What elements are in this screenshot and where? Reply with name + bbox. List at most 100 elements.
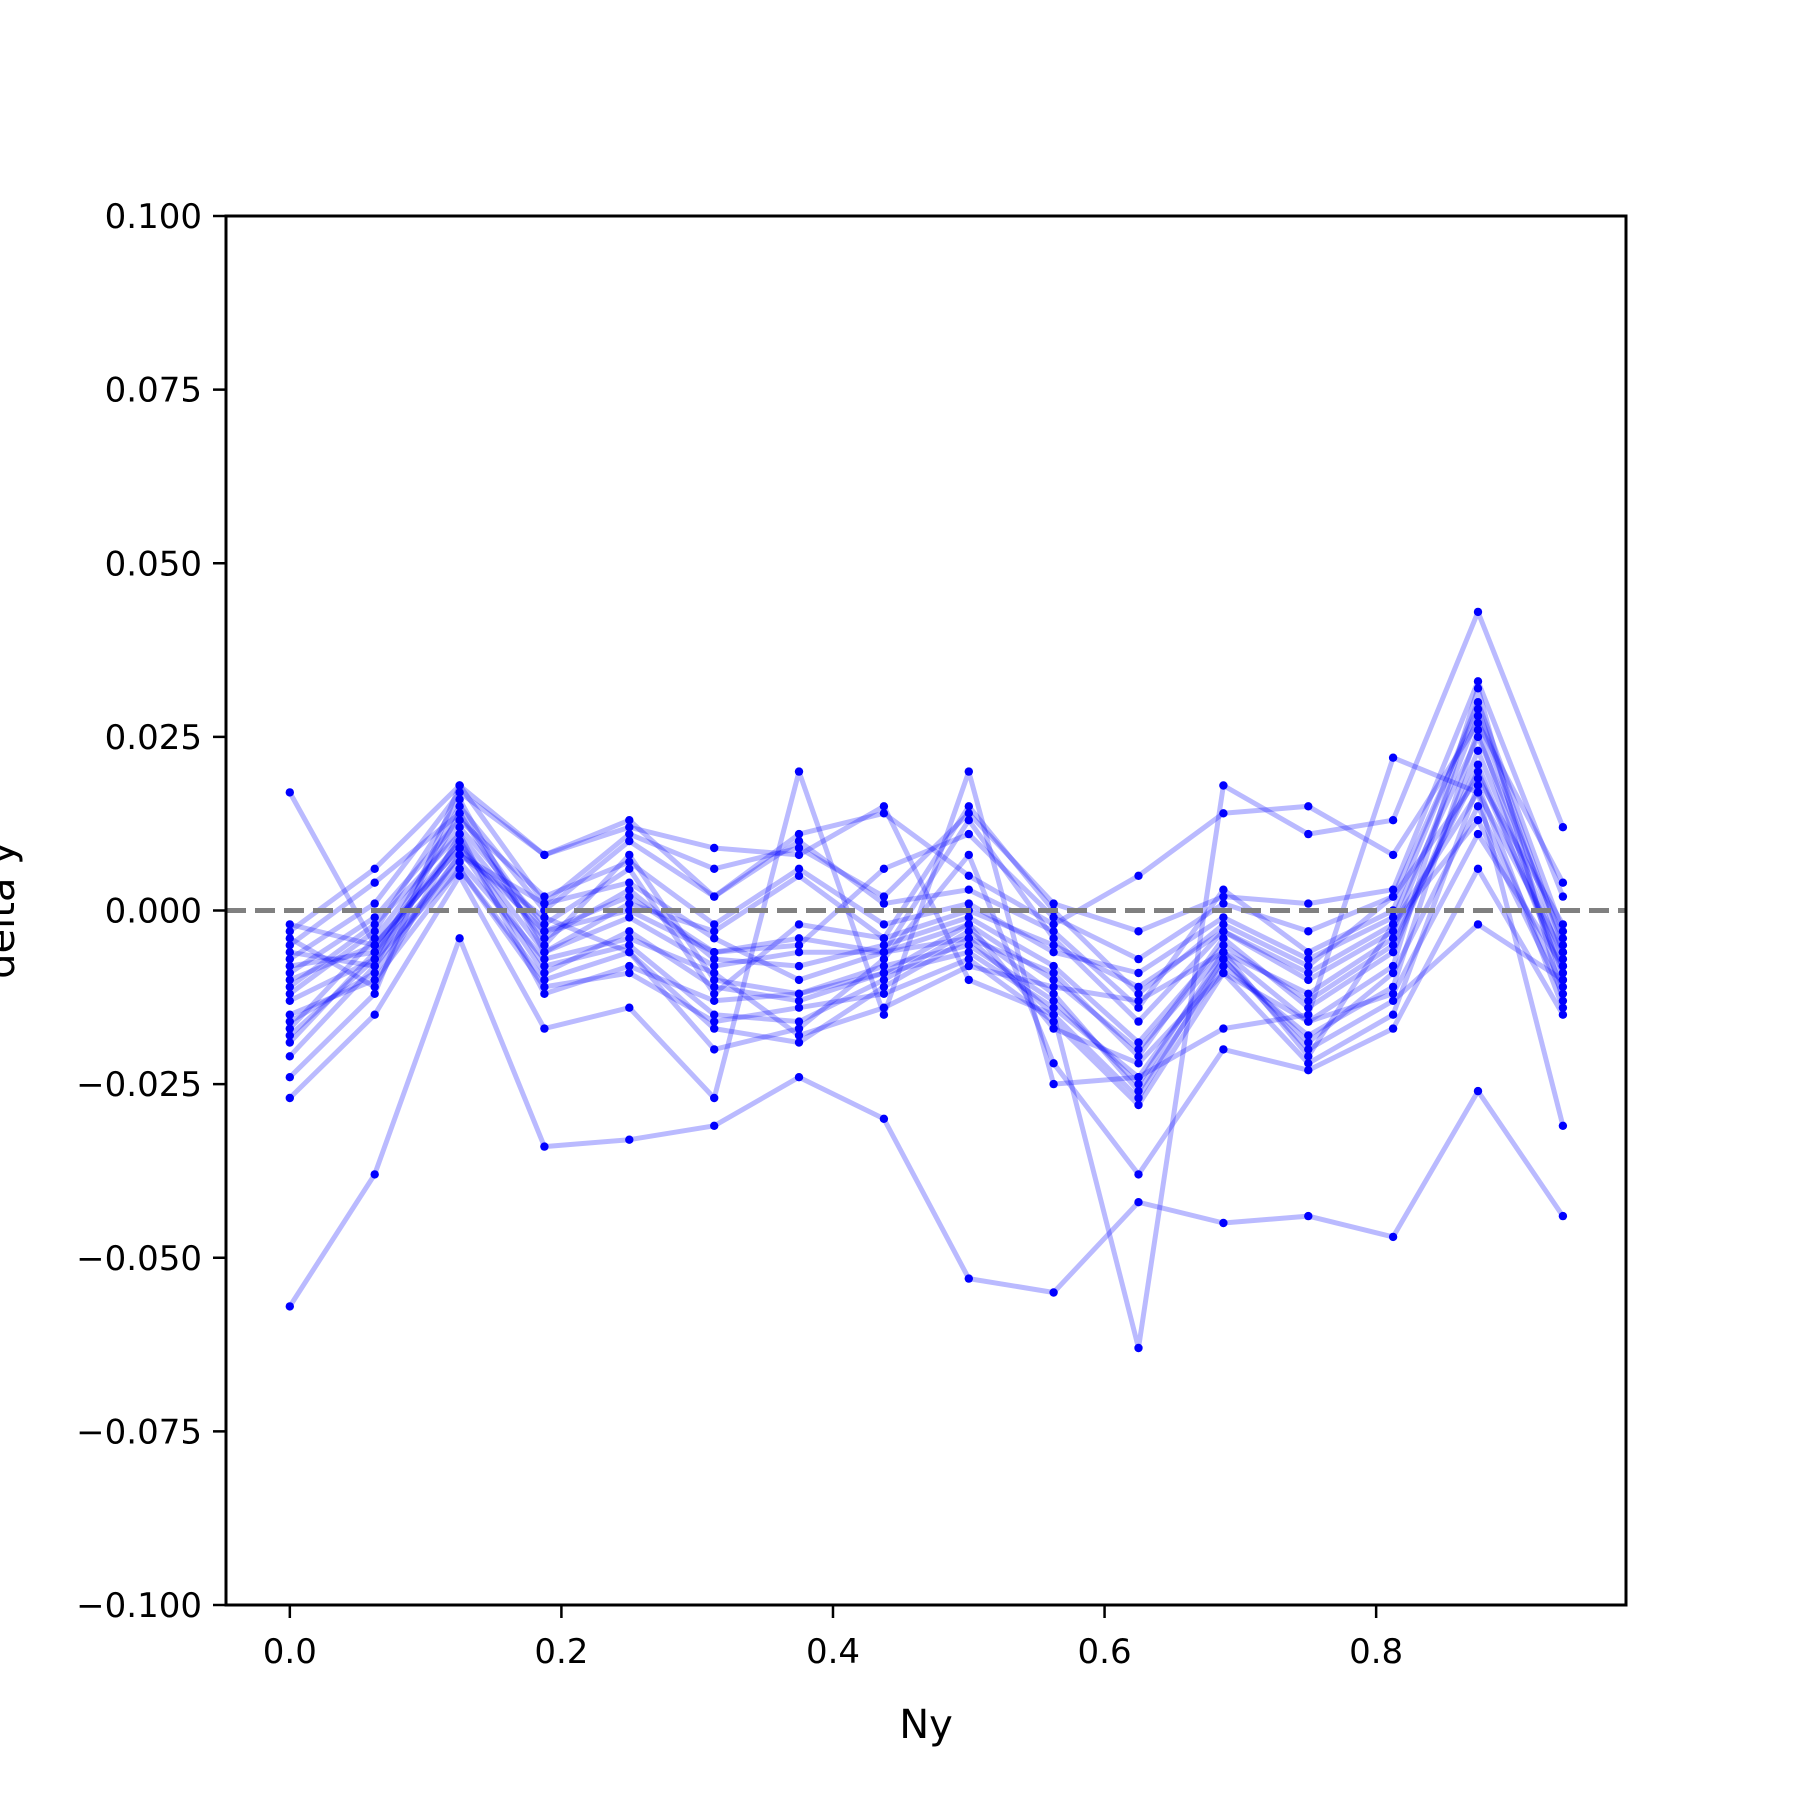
data-point: [710, 1121, 719, 1131]
data-point: [285, 934, 294, 943]
data-point: [1473, 774, 1483, 783]
data-point: [1049, 961, 1058, 971]
data-point: [1304, 954, 1313, 964]
data-point: [1473, 864, 1483, 873]
data-point: [1134, 989, 1143, 998]
data-point: [1049, 941, 1058, 950]
data-point: [879, 802, 889, 811]
data-point: [1049, 927, 1058, 936]
data-point: [1134, 1073, 1143, 1082]
data-point: [540, 934, 549, 943]
data-point: [1304, 1003, 1313, 1012]
data-point: [964, 885, 973, 894]
data-point: [370, 913, 379, 922]
data-point: [370, 954, 379, 964]
data-point: [710, 982, 719, 992]
data-point: [1388, 934, 1398, 943]
data-point: [455, 823, 464, 832]
data-point: [1134, 1086, 1143, 1096]
data-point: [964, 829, 973, 839]
data-point: [710, 961, 719, 971]
data-point: [964, 1274, 973, 1283]
data-point: [964, 816, 973, 825]
data-point: [1049, 920, 1058, 929]
series-line: [288, 831, 1566, 1066]
data-point: [1388, 850, 1398, 860]
data-point: [285, 1038, 294, 1047]
y-axis-title: delta y: [0, 841, 24, 979]
y-tick-label: −0.025: [76, 1065, 202, 1105]
data-point: [1388, 948, 1398, 957]
data-point: [964, 961, 973, 971]
data-point: [1304, 1052, 1313, 1061]
data-point: [1558, 927, 1568, 936]
data-point: [1473, 732, 1483, 742]
series-14: [285, 732, 1568, 978]
series-20: [285, 677, 1568, 936]
data-point: [1049, 899, 1058, 908]
data-point: [1049, 1024, 1058, 1033]
series-2: [285, 934, 1568, 1311]
data-point: [794, 836, 804, 846]
data-point: [1388, 982, 1398, 992]
y-tick-label: 0.000: [105, 892, 202, 932]
data-point: [1219, 913, 1228, 922]
data-point: [1304, 1017, 1313, 1026]
data-point: [1304, 1010, 1313, 1019]
series-line: [288, 776, 1566, 962]
data-point: [1304, 1031, 1313, 1040]
data-point: [879, 941, 889, 950]
data-point: [794, 850, 804, 860]
data-point: [710, 892, 719, 901]
data-point: [710, 968, 719, 978]
data-point: [1558, 996, 1568, 1005]
series-line: [287, 769, 1566, 1052]
data-point: [710, 1093, 719, 1103]
data-point: [285, 1010, 294, 1019]
data-point: [370, 968, 379, 978]
data-point: [1473, 607, 1483, 617]
data-point: [285, 1017, 294, 1026]
data-point: [540, 1024, 549, 1033]
data-point: [370, 982, 379, 992]
data-point: [455, 816, 464, 825]
data-point: [964, 954, 973, 964]
series-line: [288, 713, 1566, 1025]
data-point: [1558, 934, 1568, 943]
data-point: [1049, 1079, 1058, 1089]
data-point: [1219, 781, 1228, 790]
data-point: [285, 1031, 294, 1040]
data-point: [1049, 913, 1058, 922]
data-point: [794, 941, 804, 950]
data-point: [285, 982, 294, 992]
series-line: [287, 935, 1565, 1308]
data-point: [455, 809, 464, 818]
data-point: [370, 864, 379, 873]
data-point: [285, 961, 294, 971]
data-point: [1219, 1024, 1228, 1033]
data-point: [794, 871, 804, 880]
data-point: [1388, 1010, 1398, 1019]
data-point: [1388, 816, 1398, 825]
data-point: [1134, 1198, 1143, 1207]
data-point: [1473, 760, 1483, 769]
data-point: [625, 1135, 634, 1144]
x-tick-label: 0.4: [806, 1632, 860, 1672]
data-point: [879, 920, 889, 929]
data-point: [1219, 920, 1228, 929]
data-point: [1558, 948, 1568, 957]
data-point: [1219, 1218, 1228, 1228]
data-point: [1049, 996, 1058, 1005]
data-point: [1558, 954, 1568, 964]
data-point: [370, 948, 379, 957]
data-point: [1473, 746, 1483, 755]
data-point: [370, 1010, 379, 1019]
data-point: [625, 927, 634, 936]
data-point: [964, 802, 973, 811]
data-point: [1219, 1045, 1228, 1054]
data-point: [285, 996, 294, 1005]
data-point: [1473, 684, 1483, 693]
series-22: [285, 864, 1568, 1103]
data-point: [1473, 677, 1483, 686]
data-point: [625, 864, 634, 873]
